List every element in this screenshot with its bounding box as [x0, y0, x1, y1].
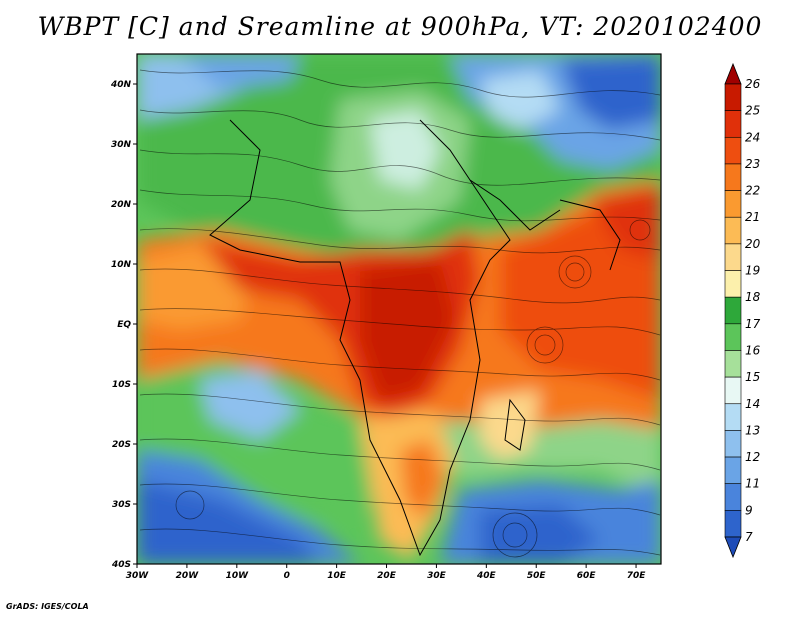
longitude-axis: 30W 20W 10W 0 10E 20E 30E 40E 50E 60E 70E: [126, 564, 646, 581]
lon-tick-label: 40E: [476, 571, 497, 581]
colorbar-label: 26: [745, 77, 761, 91]
colorbar-bin: [724, 83, 742, 111]
colorbar-bin: [724, 456, 742, 485]
lon-tick-label: 10W: [226, 571, 250, 581]
lon-tick-label: 70E: [627, 571, 647, 581]
colorbar-bin: [724, 163, 742, 191]
lon-tick-label: 30W: [126, 571, 150, 581]
colorbar-label: 9: [745, 503, 753, 517]
colorbar-label: 12: [745, 450, 760, 464]
colorbar-label: 23: [745, 157, 760, 171]
lat-tick-label: 20N: [111, 200, 132, 210]
colorbar-label: 21: [745, 210, 760, 224]
colorbar-bin: [724, 403, 742, 431]
grads-credit: GrADS: IGES/COLA: [6, 602, 89, 611]
colorbar-bin: [724, 270, 742, 298]
colorbar-label: 16: [745, 343, 761, 357]
lat-tick-label: 40N: [110, 80, 132, 90]
colorbar-label: 15: [745, 370, 760, 384]
plot-frame: [136, 53, 662, 565]
map-title: WBPT [C] and Sreamline at 900hPa, VT: 20…: [37, 12, 763, 41]
latitude-axis: 40N 30N 20N 10N EQ 10S 20S 30S 40S: [110, 80, 137, 570]
lon-tick-label: 20W: [176, 571, 200, 581]
lon-tick-label: 20E: [377, 571, 397, 581]
colorbar-bin: [724, 483, 742, 511]
lon-tick-label: 50E: [527, 571, 547, 581]
colorbar-bin: [724, 296, 742, 325]
lon-tick-label: 60E: [577, 571, 597, 581]
lat-tick-label: EQ: [117, 320, 131, 330]
colorbar-bin: [724, 190, 742, 218]
colorbar-label: 11: [745, 477, 760, 491]
colorbar-label: 7: [745, 530, 753, 544]
colorbar-bin: [724, 136, 742, 165]
colorbar: 26 25 24 23 22 21 20 19 18 17 16 15 14 13 12 11 9 7: [724, 62, 761, 559]
lat-tick-label: 10S: [112, 380, 131, 390]
colorbar-label: 13: [745, 423, 760, 437]
colorbar-label: 24: [745, 130, 760, 144]
colorbar-label: 25: [745, 104, 760, 118]
colorbar-bin: [724, 110, 742, 138]
colorbar-label: 20: [745, 237, 761, 251]
colorbar-bin: [724, 510, 742, 538]
coastlines: [209, 119, 621, 557]
colorbar-bin: [724, 376, 742, 405]
colorbar-label: 19: [745, 264, 760, 278]
colorbar-bin: [724, 323, 742, 351]
colorbar-label: 18: [745, 290, 761, 304]
colorbar-bottom-triangle: [724, 536, 742, 559]
colorbar-bin: [724, 216, 742, 245]
lon-tick-label: 10E: [327, 571, 347, 581]
lat-tick-label: 30S: [112, 500, 131, 510]
lat-tick-label: 20S: [112, 440, 131, 450]
colorbar-bin: [724, 243, 742, 271]
colorbar-top-triangle: [724, 62, 742, 85]
lon-tick-label: 30E: [427, 571, 447, 581]
wbpt-field: [137, 54, 661, 564]
lat-tick-label: 40S: [111, 560, 131, 570]
lon-tick-label: 0: [284, 571, 290, 581]
streamlines: [139, 69, 661, 558]
lat-tick-label: 10N: [111, 260, 132, 270]
colorbar-label: 14: [745, 397, 760, 411]
colorbar-label: 22: [745, 184, 760, 198]
colorbar-bin: [724, 430, 742, 458]
colorbar-bin: [724, 350, 742, 378]
colorbar-label: 17: [745, 317, 761, 331]
lat-tick-label: 30N: [111, 140, 132, 150]
